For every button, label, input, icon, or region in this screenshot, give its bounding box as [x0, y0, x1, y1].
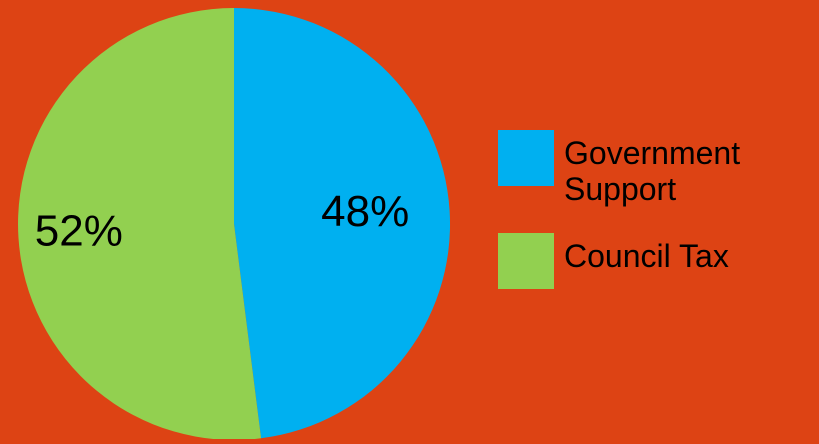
legend-swatch-government-support	[498, 130, 554, 186]
pie-slice-government-support	[234, 7, 451, 439]
legend-item-government-support: Government Support	[498, 130, 798, 207]
legend-label-council-tax: Council Tax	[564, 238, 729, 274]
pie-slice-council-tax	[18, 8, 262, 440]
pie-label-government-support: 48%	[321, 187, 409, 236]
legend-item-council-tax: Council Tax	[498, 233, 798, 293]
legend-swatch-council-tax	[498, 233, 554, 289]
pie-label-council-tax: 52%	[35, 206, 123, 255]
chart-legend: Government Support Council Tax	[498, 130, 798, 293]
legend-label-government-support: Government Support	[564, 135, 741, 207]
